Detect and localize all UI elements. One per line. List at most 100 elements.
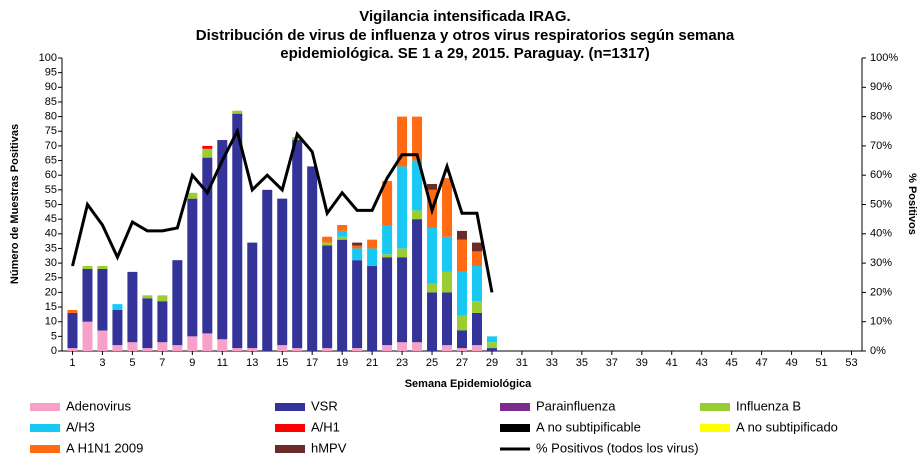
x-tick-label: 29 bbox=[486, 357, 498, 369]
x-tick-label: 17 bbox=[306, 357, 318, 369]
bar-segment bbox=[292, 348, 303, 351]
bar-segment bbox=[172, 345, 183, 351]
bar-segment bbox=[112, 345, 123, 351]
x-tick-label: 15 bbox=[276, 357, 288, 369]
bar-segment bbox=[352, 242, 363, 246]
bar-segment bbox=[217, 140, 228, 340]
x-tick-label: 51 bbox=[815, 357, 827, 369]
legend-label: Adenovirus bbox=[66, 398, 132, 413]
bar-segment bbox=[127, 342, 138, 351]
x-tick-label: 5 bbox=[129, 357, 135, 369]
bar-segment bbox=[442, 178, 453, 237]
x-tick-label: 13 bbox=[246, 357, 258, 369]
bar-segment bbox=[82, 268, 93, 322]
legend-swatch bbox=[275, 445, 305, 453]
bar-segment bbox=[412, 342, 423, 351]
bar-segment bbox=[427, 183, 438, 190]
legend-swatch bbox=[275, 424, 305, 432]
legend-label: VSR bbox=[311, 398, 338, 413]
y-tick-label: 45 bbox=[45, 213, 57, 225]
legend-label: hMPV bbox=[311, 440, 347, 455]
x-tick-label: 47 bbox=[756, 357, 768, 369]
y-tick-label: 95 bbox=[45, 67, 57, 79]
bar-segment bbox=[457, 239, 467, 272]
y2-tick-label: 10% bbox=[870, 316, 892, 328]
bar-segment bbox=[157, 342, 168, 351]
bar-segment bbox=[471, 242, 482, 252]
y-tick-label: 60 bbox=[45, 169, 57, 181]
y-tick-label: 85 bbox=[45, 96, 57, 108]
y-tick-label: 25 bbox=[45, 272, 57, 284]
bar-segment bbox=[277, 345, 288, 351]
legend-label: Influenza B bbox=[736, 398, 801, 413]
bar-segment bbox=[397, 166, 408, 249]
y2-tick-label: 0% bbox=[870, 345, 886, 357]
bar-segment bbox=[307, 166, 318, 351]
legend-swatch bbox=[700, 424, 730, 432]
y2-tick-label: 70% bbox=[870, 140, 892, 152]
bar-segment bbox=[397, 257, 408, 343]
x-tick-label: 31 bbox=[516, 357, 528, 369]
bar-segment bbox=[471, 312, 482, 346]
bar-segment bbox=[157, 301, 168, 343]
legend-swatch bbox=[500, 403, 530, 411]
bar-segment bbox=[382, 225, 393, 255]
bar-segment bbox=[337, 236, 348, 240]
bar-segment bbox=[367, 248, 378, 267]
bar-segment bbox=[217, 339, 228, 351]
x-tick-label: 1 bbox=[69, 357, 75, 369]
bar-segment bbox=[292, 140, 303, 349]
chart-title: Vigilancia intensificada IRAG. bbox=[359, 8, 570, 25]
bar-segment bbox=[202, 145, 213, 149]
bar-segment bbox=[187, 198, 198, 337]
x-tick-label: 11 bbox=[217, 357, 228, 369]
bar-segment bbox=[442, 345, 453, 351]
y-tick-label: 90 bbox=[45, 81, 57, 93]
bar-segment bbox=[352, 248, 363, 261]
bar-segment bbox=[337, 230, 348, 237]
bar-segment bbox=[232, 113, 243, 349]
legend-label: A no subtipificable bbox=[536, 419, 641, 434]
bar-segment bbox=[442, 292, 453, 346]
legend-swatch bbox=[30, 403, 60, 411]
bar-segment bbox=[457, 330, 467, 349]
bar-segment bbox=[471, 266, 482, 302]
bar-segment bbox=[262, 189, 273, 351]
bar-segment bbox=[397, 342, 408, 351]
y-tick-label: 70 bbox=[45, 140, 57, 152]
legend-swatch bbox=[275, 403, 305, 411]
legend-label: Parainfluenza bbox=[536, 398, 616, 413]
bar-segment bbox=[486, 348, 497, 351]
bar-segment bbox=[412, 116, 423, 161]
bar-segment bbox=[337, 239, 348, 351]
legend-swatch bbox=[30, 424, 60, 432]
bar-segment bbox=[202, 333, 213, 351]
bar-segment bbox=[427, 283, 438, 293]
bar-segment bbox=[412, 210, 423, 220]
bar-segment bbox=[457, 315, 467, 331]
y-tick-label: 0 bbox=[51, 345, 57, 357]
bar-segment bbox=[457, 271, 467, 316]
bar-segment bbox=[457, 230, 467, 240]
y-tick-label: 15 bbox=[45, 301, 57, 313]
bar-segment bbox=[486, 336, 497, 343]
bar-segment bbox=[382, 254, 393, 258]
legend-swatch bbox=[500, 424, 530, 432]
y-axis-label: Número de Muestras Positivas bbox=[9, 124, 21, 284]
legend-swatch bbox=[30, 445, 60, 453]
bar-segment bbox=[247, 242, 258, 349]
bar-segment bbox=[337, 225, 348, 231]
y2-tick-label: 90% bbox=[870, 81, 892, 93]
bar-segment bbox=[457, 348, 467, 351]
bar-segment bbox=[142, 298, 153, 349]
bar-segment bbox=[82, 321, 93, 351]
y-tick-label: 80 bbox=[45, 111, 57, 123]
bar-segment bbox=[471, 345, 482, 351]
bar-segment bbox=[352, 348, 363, 351]
chart-subtitle: Distribución de virus de influenza y otr… bbox=[196, 27, 735, 44]
y-tick-label: 40 bbox=[45, 228, 57, 240]
bar-segment bbox=[442, 236, 453, 272]
y2-tick-label: 50% bbox=[870, 198, 892, 210]
x-tick-label: 7 bbox=[159, 357, 165, 369]
bar-segment bbox=[112, 304, 123, 310]
